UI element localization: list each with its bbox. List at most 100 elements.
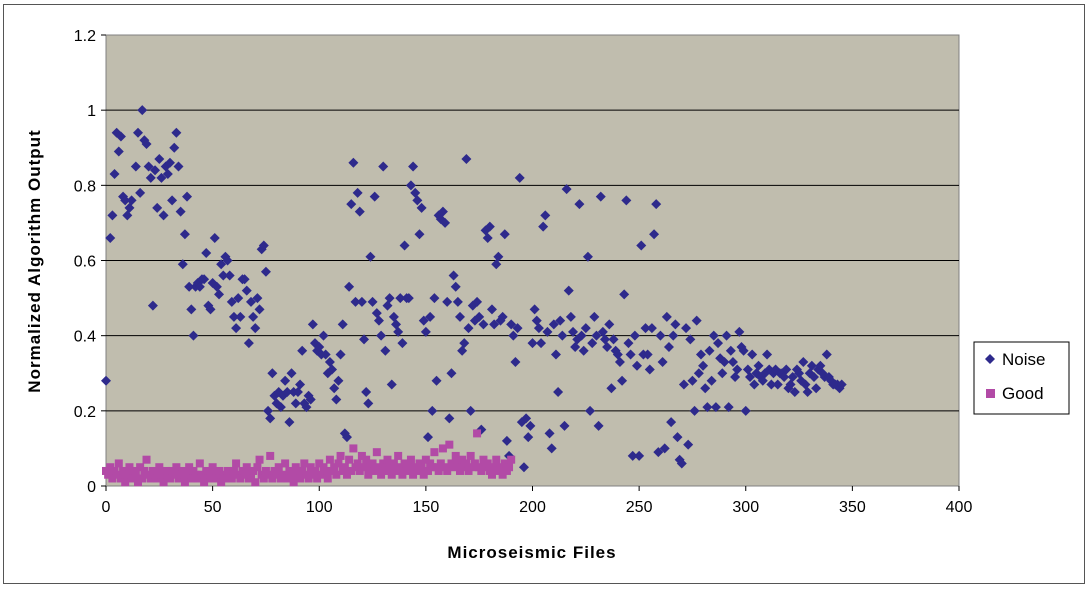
noise-point bbox=[361, 387, 372, 398]
noise-point bbox=[614, 356, 625, 367]
noise-point bbox=[582, 251, 593, 262]
noise-point bbox=[521, 413, 532, 424]
noise-point bbox=[651, 199, 662, 210]
good-point bbox=[116, 474, 125, 483]
noise-point bbox=[420, 326, 431, 337]
y-tick-label: 0.4 bbox=[74, 329, 96, 346]
good-point bbox=[496, 463, 505, 472]
noise-point bbox=[145, 172, 156, 183]
y-tick-label: 0 bbox=[87, 479, 96, 496]
noise-point bbox=[681, 323, 692, 334]
noise-point bbox=[384, 293, 395, 304]
good-point bbox=[142, 455, 151, 464]
good-point bbox=[266, 451, 275, 460]
noise-point bbox=[164, 157, 175, 168]
noise-point bbox=[201, 247, 212, 258]
good-point bbox=[336, 451, 345, 460]
noise-point bbox=[199, 274, 210, 285]
noise-point bbox=[653, 447, 664, 458]
good-point bbox=[470, 459, 479, 468]
noise-point bbox=[723, 402, 734, 413]
noise-point bbox=[619, 289, 630, 300]
noise-point bbox=[695, 349, 706, 360]
noise-point bbox=[559, 420, 570, 431]
good-point bbox=[451, 451, 460, 460]
noise-point bbox=[693, 368, 704, 379]
noise-point bbox=[297, 345, 308, 356]
noise-point bbox=[177, 259, 188, 270]
noise-point bbox=[286, 368, 297, 379]
noise-point bbox=[152, 202, 163, 213]
good-point bbox=[490, 463, 499, 472]
noise-point bbox=[649, 229, 660, 240]
good-point bbox=[438, 444, 447, 453]
legend-good-label: Good bbox=[1002, 384, 1044, 403]
good-point bbox=[125, 463, 134, 472]
good-point bbox=[464, 466, 473, 475]
noise-point bbox=[672, 432, 683, 443]
noise-point bbox=[363, 398, 374, 409]
good-point bbox=[197, 470, 206, 479]
good-series bbox=[102, 429, 516, 487]
good-point bbox=[392, 466, 401, 475]
noise-point bbox=[175, 206, 186, 217]
good-point bbox=[304, 474, 313, 483]
good-point bbox=[306, 463, 315, 472]
noise-point bbox=[352, 187, 363, 198]
noise-point bbox=[324, 356, 335, 367]
noise-point bbox=[331, 394, 342, 405]
noise-point bbox=[267, 368, 278, 379]
noise-point bbox=[135, 187, 146, 198]
good-point bbox=[221, 474, 230, 483]
noise-point bbox=[508, 330, 519, 341]
noise-point bbox=[631, 360, 642, 371]
noise-point bbox=[629, 330, 640, 341]
good-point bbox=[332, 470, 341, 479]
good-point bbox=[419, 470, 428, 479]
noise-point bbox=[491, 259, 502, 270]
y-axis-title: Normalized Algorithm Output bbox=[25, 129, 44, 392]
noise-point bbox=[416, 202, 427, 213]
noise-point bbox=[704, 345, 715, 356]
good-point bbox=[374, 463, 383, 472]
good-point bbox=[389, 459, 398, 468]
noise-point bbox=[109, 169, 120, 180]
noise-point bbox=[646, 323, 657, 334]
noise-point bbox=[367, 296, 378, 307]
noise-point bbox=[252, 293, 263, 304]
noise-point bbox=[246, 296, 257, 307]
good-point bbox=[406, 455, 415, 464]
noise-point bbox=[725, 345, 736, 356]
good-point bbox=[127, 474, 136, 483]
noise-point bbox=[789, 387, 800, 398]
noise-point bbox=[391, 319, 402, 330]
noise-point bbox=[356, 296, 367, 307]
good-point bbox=[112, 470, 121, 479]
noise-point bbox=[740, 405, 751, 416]
noise-point bbox=[772, 379, 783, 390]
noise-point bbox=[747, 349, 758, 360]
good-point bbox=[334, 459, 343, 468]
good-point bbox=[345, 455, 354, 464]
noise-point bbox=[224, 270, 235, 281]
noise-point bbox=[188, 330, 199, 341]
good-point bbox=[445, 440, 454, 449]
good-point bbox=[119, 466, 128, 475]
noise-point bbox=[710, 402, 721, 413]
noise-point bbox=[235, 311, 246, 322]
good-point bbox=[417, 463, 426, 472]
noise-point bbox=[734, 326, 745, 337]
noise-point bbox=[314, 341, 325, 352]
noise-point bbox=[486, 304, 497, 315]
noise-point bbox=[634, 450, 645, 461]
noise-point bbox=[115, 131, 126, 142]
noise-point bbox=[222, 255, 233, 266]
noise-point bbox=[815, 360, 826, 371]
noise-point bbox=[685, 334, 696, 345]
noise-point bbox=[482, 232, 493, 243]
x-axis-ticks: 0 50 100 150 200 250 300 350 400 bbox=[102, 486, 972, 516]
noise-point bbox=[452, 296, 463, 307]
noise-point bbox=[484, 221, 495, 232]
good-point bbox=[449, 463, 458, 472]
x-tick-label: 250 bbox=[626, 499, 653, 516]
